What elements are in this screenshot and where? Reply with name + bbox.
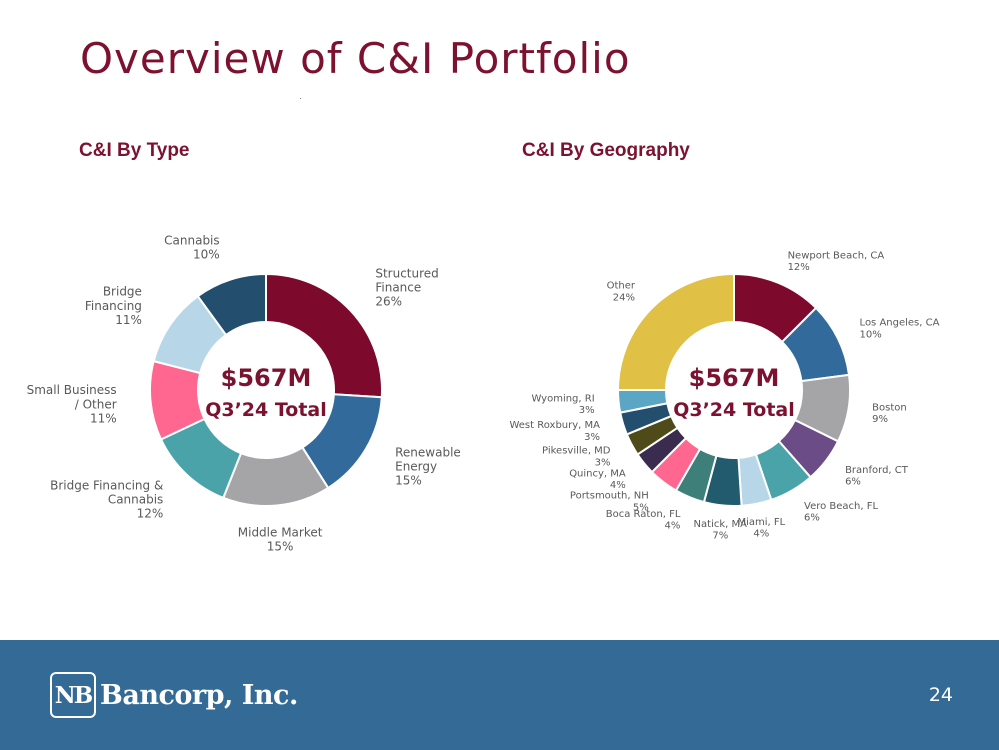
label-west-roxbury-ma: West Roxbury, MA 3%: [509, 420, 600, 443]
label-cannabis: Cannabis 10%: [164, 233, 220, 261]
label-quincy-ma: Quincy, MA 4%: [569, 468, 626, 491]
center-label: Q3’24 Total: [673, 399, 795, 421]
label-vero-beach-fl: Vero Beach, FL 6%: [804, 501, 878, 524]
footer-bar: NB Bancorp, Inc. 24: [0, 640, 999, 750]
label-small-business-other: Small Business / Other 11%: [27, 383, 117, 425]
label-los-angeles-ca: Los Angeles, CA 10%: [860, 318, 940, 341]
label-other: Other 24%: [607, 281, 636, 304]
decorative-dot: [300, 98, 301, 99]
label-branford-ct: Branford, CT 6%: [845, 465, 909, 488]
page-title: Overview of C&I Portfolio: [80, 34, 631, 83]
label-boston: Boston 9%: [872, 402, 907, 425]
label-renewable-energy: Renewable Energy 15%: [395, 445, 461, 487]
donut-chart-by-geography: Newport Beach, CA 12% Los Angeles, CA 10% Bo…: [509, 250, 940, 542]
center-label: Q3’24 Total: [205, 399, 327, 421]
page-number: 24: [928, 684, 953, 706]
slice-other: [616, 272, 735, 391]
label-boca-raton-fl: Boca Raton, FL 4%: [606, 509, 681, 532]
slice-structured-finance: [265, 272, 383, 399]
logo-mark: NB: [50, 672, 96, 718]
label-structured-finance: Structured Finance 26%: [375, 266, 438, 308]
label-pikesville-md: Pikesville, MD 3%: [542, 446, 611, 469]
label-bridge-financing-and-cannabis: Bridge Financing & Cannabis 12%: [50, 478, 163, 520]
center-value: $567M: [689, 364, 780, 392]
label-newport-beach-ca: Newport Beach, CA 12%: [788, 250, 885, 273]
chart-title-by-type: C&I By Type: [79, 140, 190, 161]
label-wyoming-ri: Wyoming, RI 3%: [531, 393, 594, 416]
label-bridge-financing: Bridge Financing 11%: [85, 285, 142, 327]
donut-chart-by-type: Structured Finance 26% Renewable Energy 15% Mi…: [27, 233, 461, 553]
logo-text: Bancorp, Inc.: [100, 679, 298, 711]
label-natick-ma: Natick, MA 7%: [694, 519, 748, 542]
label-portsmouth-nh: Portsmouth, NH 5%: [570, 491, 649, 514]
chart-title-by-geography: C&I By Geography: [522, 140, 690, 161]
label-middle-market: Middle Market 15%: [238, 525, 323, 553]
label-miami-fl: Miami, FL 4%: [737, 517, 785, 540]
center-value: $567M: [221, 364, 312, 392]
company-logo: NB Bancorp, Inc.: [50, 670, 298, 720]
slice-cannabis: [196, 272, 267, 337]
